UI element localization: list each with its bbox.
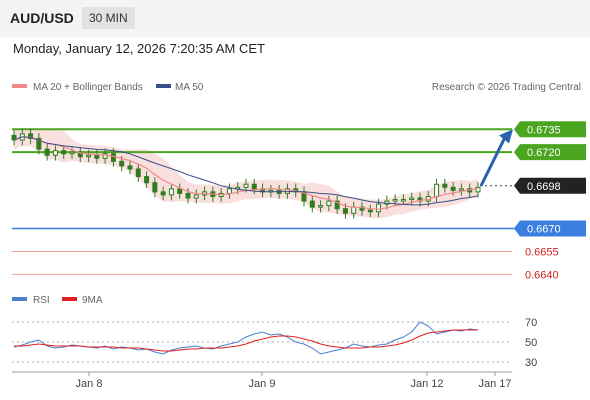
candle-body [135,168,141,178]
legend-credit: Research © 2026 Trading Central [432,82,581,93]
legend-ma50-label: MA 50 [175,82,204,93]
legend-ma50-swatch [156,84,171,88]
level-label-0.6655: 0.6655 [525,246,559,258]
candle-body [342,208,348,214]
candle-body [52,150,58,156]
candle-body [475,186,481,193]
bollinger-band [14,127,478,219]
legend-rsi: RSI 9MA [12,295,103,306]
projection-arrow-shaft [479,136,507,187]
legend-rsi-ma-swatch [62,297,77,301]
candle-body [450,186,456,191]
rsi-layer: 70 50 30 [12,317,537,369]
candle-body [86,154,92,158]
candle-body [69,151,75,155]
candle-body [44,148,50,156]
time-tick-label: Jan 9 [249,378,276,390]
level-tag-0.6720 [514,144,586,161]
candle-body [160,191,166,196]
candle-body [409,197,415,201]
rsi-tick-label: 30 [525,357,537,369]
candle-body [309,200,315,208]
candle-body [392,199,398,202]
level-label-0.6698: 0.6698 [527,181,561,193]
level-label-0.6735: 0.6735 [527,124,561,136]
candle-body [243,183,249,188]
ma50-line [13,136,479,206]
legend-rsi-label: RSI [33,295,50,306]
rsi-ma-line [14,329,478,352]
candle-body [318,205,324,208]
time-tick-label: Jan 8 [76,378,103,390]
candle-body [28,133,34,139]
rsi-tick-label: 70 [525,317,537,329]
candle-body [226,188,232,194]
candle-body [400,199,406,202]
level-tag-0.6735 [514,121,586,138]
rsi-tick-label: 50 [525,337,537,349]
candle-body [326,200,332,207]
legend-top: MA 20 + Bollinger Bands MA 50 Research ©… [12,82,581,93]
timeframe-badge[interactable]: 30 MIN [82,7,135,29]
level-tag-0.6670 [514,220,586,237]
level-tag-0.6698 [514,177,586,194]
candle-body [77,151,83,158]
legend-ma-bb-label: MA 20 + Bollinger Bands [33,82,143,93]
level-label-0.6640: 0.6640 [525,269,559,281]
candle-body [251,183,257,190]
candle-body [144,176,150,184]
rsi-line [13,321,479,355]
level-label-0.6670: 0.6670 [527,224,561,236]
candle-body [351,206,357,214]
candle-body [367,209,373,213]
candle-body [334,200,340,210]
candle-body [185,192,191,199]
candle-body [376,203,382,213]
candle-body [152,182,158,193]
candle-body [36,137,42,150]
time-axis: Jan 8 Jan 9 Jan 12 Jan 17 [12,371,512,390]
time-tick-label: Jan 12 [410,378,443,390]
time-tick-label: Jan 17 [478,378,511,390]
candle-body [127,165,133,170]
candle-body [61,150,67,155]
chart-datetime: Monday, January 12, 2026 7:20:35 AM CET [13,41,265,56]
candle-body [102,153,108,159]
candle-body [168,188,174,196]
candle-body [458,188,464,191]
symbol-label: AUD/USD [10,10,74,26]
chart-header: AUD/USD 30 MIN [0,0,590,37]
level-label-0.6720: 0.6720 [527,147,561,159]
legend-rsi-ma-label: 9MA [82,295,103,306]
legend-rsi-swatch [12,297,27,301]
candle-body [110,153,116,162]
candle-body [434,183,440,197]
candle-body [119,160,125,167]
price-layer: 0.6735 0.6720 0.6698 0.6670 0.6655 0.6640 [11,121,586,281]
candle-body [94,154,100,159]
projection-arrow-head [499,129,513,144]
candle-body [442,183,448,188]
candle-body [193,194,199,199]
candle-body [177,188,183,194]
legend-ma-bb-swatch [12,84,27,88]
